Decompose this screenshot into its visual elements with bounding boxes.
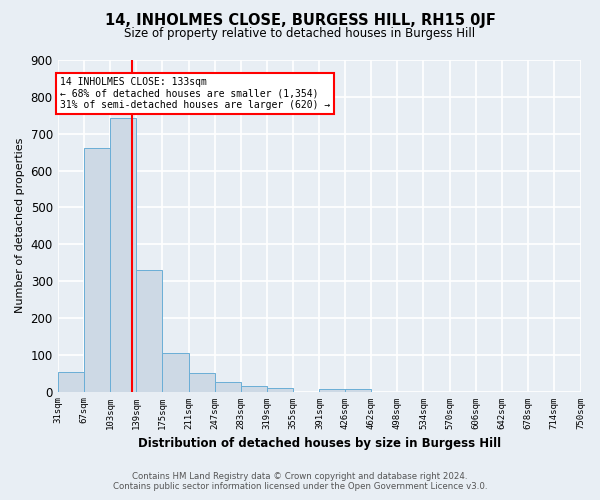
Bar [345,388,371,392]
X-axis label: Distribution of detached houses by size in Burgess Hill: Distribution of detached houses by size … [137,437,500,450]
Bar [163,353,188,392]
Text: Size of property relative to detached houses in Burgess Hill: Size of property relative to detached ho… [124,28,476,40]
Y-axis label: Number of detached properties: Number of detached properties [15,138,25,314]
Bar [215,382,241,392]
Bar [110,118,136,392]
Bar [58,372,84,392]
Text: 14 INHOLMES CLOSE: 133sqm
← 68% of detached houses are smaller (1,354)
31% of se: 14 INHOLMES CLOSE: 133sqm ← 68% of detac… [60,76,330,110]
Bar [241,386,267,392]
Bar [136,270,163,392]
Bar [319,388,346,392]
Bar [188,373,215,392]
Text: 14, INHOLMES CLOSE, BURGESS HILL, RH15 0JF: 14, INHOLMES CLOSE, BURGESS HILL, RH15 0… [104,12,496,28]
Text: Contains HM Land Registry data © Crown copyright and database right 2024.
Contai: Contains HM Land Registry data © Crown c… [113,472,487,491]
Bar [267,388,293,392]
Bar [84,148,110,392]
